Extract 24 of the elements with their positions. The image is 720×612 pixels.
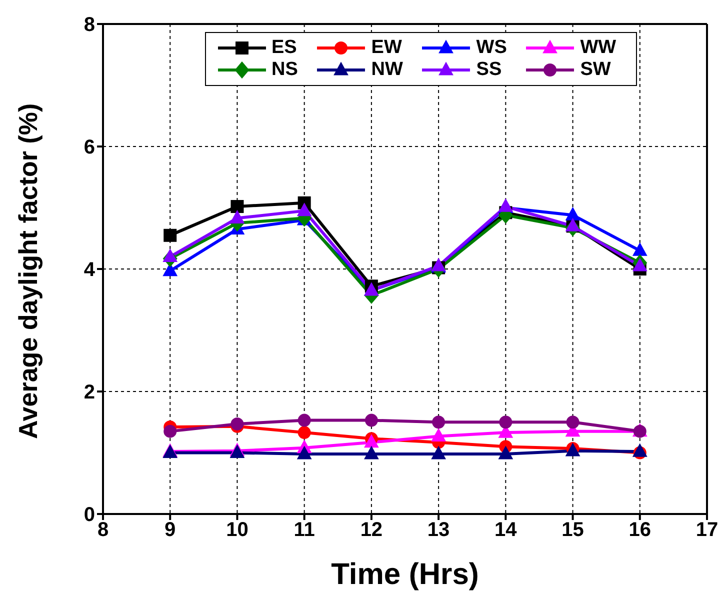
x-tick-label: 9 <box>164 519 176 542</box>
legend-label: WW <box>580 37 616 59</box>
legend-label: EW <box>371 37 402 59</box>
legend-label: NW <box>371 59 403 81</box>
y-tick-label: 0 <box>84 504 95 526</box>
y-tick-label: 8 <box>84 14 95 36</box>
legend-label: WS <box>476 37 507 59</box>
x-tick-label: 13 <box>427 519 450 542</box>
x-tick-label: 16 <box>628 519 652 542</box>
x-tick-label: 12 <box>360 519 383 542</box>
x-tick-label: 15 <box>562 519 584 542</box>
x-tick-label: 14 <box>494 519 518 542</box>
legend-label: NS <box>272 59 298 81</box>
legend-label: SW <box>580 59 611 81</box>
y-tick-label: 4 <box>84 259 96 282</box>
y-axis-title: Average daylight factor (%) <box>13 103 44 439</box>
x-tick-label: 17 <box>696 519 718 542</box>
legend-label: SS <box>476 59 502 81</box>
x-tick-label: 11 <box>294 519 315 542</box>
y-tick-label: 6 <box>84 136 95 159</box>
legend-label: ES <box>272 37 297 59</box>
x-tick-label: 10 <box>226 519 248 542</box>
x-axis-title: Time (Hrs) <box>331 558 479 591</box>
y-tick-label: 2 <box>84 382 95 404</box>
